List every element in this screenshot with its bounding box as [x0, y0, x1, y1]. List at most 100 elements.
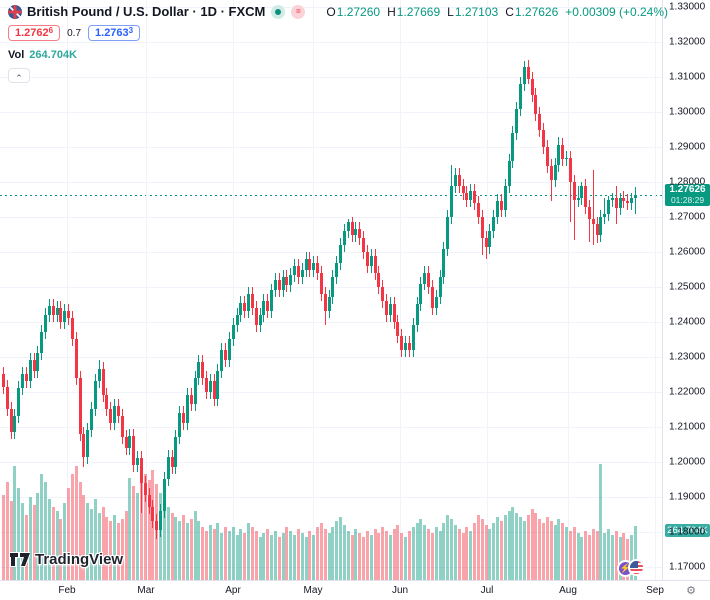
candle: [619, 198, 622, 208]
volume-bar: [496, 517, 499, 580]
chart-legend: British Pound / U.S. Dollar · 1D · FXCM …: [8, 4, 668, 83]
volume-bar: [33, 505, 36, 580]
volume-bar: [171, 513, 174, 580]
candle: [465, 193, 468, 200]
candle: [117, 406, 120, 416]
volume-bar: [607, 529, 610, 580]
candle: [477, 203, 480, 217]
volume-bar: [167, 507, 170, 580]
candle: [178, 413, 181, 437]
volume-bar: [182, 515, 185, 580]
time-tick-label: Feb: [58, 585, 76, 596]
candle: [278, 280, 281, 290]
collapse-legend-button[interactable]: ⌃: [8, 68, 30, 83]
candle: [385, 301, 388, 315]
volume-bar: [531, 509, 534, 580]
price-axis[interactable]: 1.27626 01:28:29 264.704K 1.33000 1.32000…: [662, 0, 710, 580]
candle: [473, 191, 476, 203]
candle: [481, 217, 484, 238]
candle: [565, 158, 568, 159]
volume-bar: [450, 519, 453, 580]
volume-bar: [362, 537, 365, 580]
price-tick-label: 1.32000: [669, 36, 706, 48]
volume-bar: [140, 482, 143, 580]
candle: [615, 198, 618, 208]
candle: [174, 437, 177, 467]
volume-bar: [546, 517, 549, 580]
volume-bar: [492, 523, 495, 580]
candle: [40, 332, 43, 353]
candle: [354, 229, 357, 235]
candle-wick: [574, 175, 575, 240]
volume-bar: [102, 507, 105, 580]
candle: [301, 270, 304, 277]
volume-bar: [500, 521, 503, 580]
sell-bid-button[interactable]: 1.27626: [8, 25, 61, 41]
symbol-title[interactable]: British Pound / U.S. Dollar · 1D · FXCM: [27, 4, 266, 19]
candle: [52, 306, 55, 315]
volume-bar: [228, 531, 231, 580]
volume-bar: [136, 493, 139, 580]
volume-bar: [63, 503, 66, 580]
volume-bar: [485, 525, 488, 580]
volume-bar: [251, 527, 254, 580]
volume-bar: [205, 531, 208, 580]
candle: [297, 266, 300, 277]
volume-bar: [44, 482, 47, 580]
candle: [389, 304, 392, 315]
volume-bar: [469, 531, 472, 580]
price-tick-label: 1.25000: [669, 281, 706, 293]
price-tick-label: 1.30000: [669, 106, 706, 118]
candle: [21, 374, 24, 388]
volume-bar: [473, 523, 476, 580]
candle: [289, 275, 292, 285]
chart-plot-area[interactable]: [0, 0, 662, 580]
volume-bar: [534, 513, 537, 580]
candle: [171, 457, 174, 467]
candle: [381, 287, 384, 301]
low-value: 1.27103: [454, 4, 499, 19]
volume-bar: [293, 535, 296, 580]
candle: [205, 378, 208, 392]
time-axis[interactable]: ⚙ Feb Mar Apr May Jun Jul Aug Sep: [0, 580, 710, 600]
candle: [109, 409, 112, 423]
candle: [186, 395, 189, 423]
volume-bar: [565, 527, 568, 580]
gridline-vertical: [313, 0, 314, 580]
volume-bar: [366, 531, 369, 580]
volume-bar: [113, 515, 116, 580]
symbol-row: British Pound / U.S. Dollar · 1D · FXCM …: [8, 4, 668, 19]
notes-toggle-icon[interactable]: =: [291, 4, 306, 19]
volume-bar: [274, 531, 277, 580]
candle: [339, 245, 342, 263]
gear-icon[interactable]: ⚙: [686, 585, 696, 597]
market-status-icon[interactable]: [271, 4, 286, 19]
volume-bar: [243, 533, 246, 580]
gridline-horizontal: [0, 497, 662, 498]
us-flag-event-icon[interactable]: [628, 559, 645, 576]
volume-legend-row: Vol 264.704K: [8, 49, 668, 61]
volume-bar: [554, 525, 557, 580]
volume-bar: [573, 527, 576, 580]
candle: [36, 353, 39, 371]
candle: [48, 306, 51, 315]
volume-bar: [67, 488, 70, 580]
price-tick-label: 1.23000: [669, 351, 706, 363]
volume-bar: [439, 531, 442, 580]
candle: [446, 217, 449, 249]
pair-flag-icon: [8, 4, 22, 19]
candle: [550, 166, 553, 180]
volume-bar: [538, 519, 541, 580]
candle: [266, 301, 269, 311]
candle: [228, 339, 231, 360]
candle: [17, 388, 20, 416]
volume-bar: [186, 523, 189, 580]
candle: [148, 495, 151, 507]
tradingview-logo[interactable]: TradingView: [10, 551, 123, 568]
volume-bar: [423, 525, 426, 580]
candle: [167, 457, 170, 479]
volume-bar: [408, 531, 411, 580]
candle-wick: [578, 186, 579, 207]
volume-bar: [128, 478, 131, 580]
buy-ask-button[interactable]: 1.27633: [88, 25, 141, 41]
